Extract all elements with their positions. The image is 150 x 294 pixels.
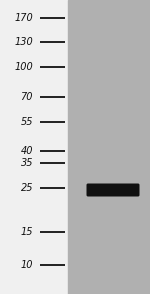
Bar bbox=[68, 0, 150, 294]
Text: 70: 70 bbox=[21, 92, 33, 102]
Bar bbox=[0, 0, 68, 294]
Text: 25: 25 bbox=[21, 183, 33, 193]
Text: 55: 55 bbox=[21, 117, 33, 127]
Text: 130: 130 bbox=[14, 37, 33, 47]
Text: 10: 10 bbox=[21, 260, 33, 270]
Text: 15: 15 bbox=[21, 227, 33, 237]
FancyBboxPatch shape bbox=[87, 183, 140, 196]
Text: 40: 40 bbox=[21, 146, 33, 156]
Text: 100: 100 bbox=[14, 62, 33, 72]
Text: 170: 170 bbox=[14, 13, 33, 23]
Text: 35: 35 bbox=[21, 158, 33, 168]
